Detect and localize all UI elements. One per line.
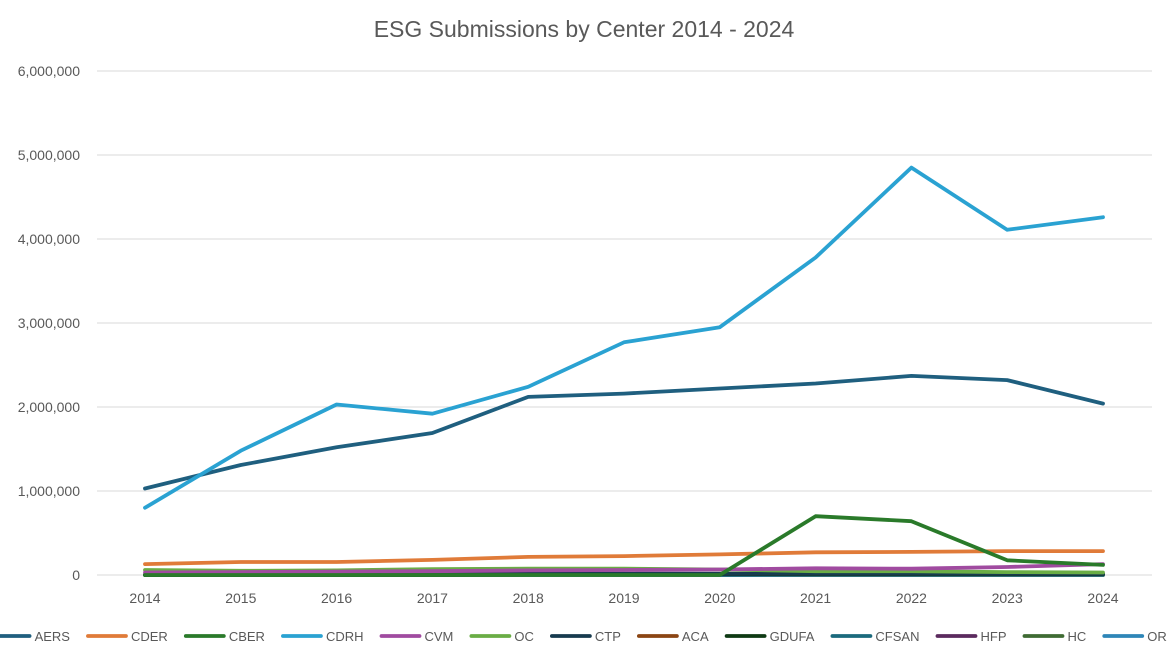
series-line-cder bbox=[145, 551, 1103, 564]
legend-label: CDRH bbox=[326, 629, 364, 644]
y-axis-ticks: 0 1,000,000 2,000,000 3,000,000 4,000,000 5,0… bbox=[18, 63, 81, 583]
x-tick-label: 2015 bbox=[225, 590, 256, 606]
x-tick-label: 2016 bbox=[321, 590, 352, 606]
y-tick-label: 3,000,000 bbox=[18, 315, 80, 331]
legend-label: CBER bbox=[229, 629, 265, 644]
legend-item-hfp: HFP bbox=[937, 629, 1006, 644]
legend-label: ORA bbox=[1147, 629, 1167, 644]
legend-item-cvm: CVM bbox=[382, 629, 454, 644]
legend-item-ctp: CTP bbox=[552, 629, 621, 644]
gridlines bbox=[97, 71, 1152, 575]
x-tick-label: 2018 bbox=[513, 590, 544, 606]
y-tick-label: 2,000,000 bbox=[18, 399, 80, 415]
legend-label: ACA bbox=[682, 629, 709, 644]
x-tick-label: 2017 bbox=[417, 590, 448, 606]
legend-item-cber: CBER bbox=[186, 629, 265, 644]
legend-label: CDER bbox=[131, 629, 168, 644]
legend: AERS CDER CBER CDRH CVM OC CTP ACA GDUFA CFSAN HFP… bbox=[0, 629, 1167, 644]
legend-label: HC bbox=[1067, 629, 1086, 644]
legend-item-gdufa: GDUFA bbox=[727, 629, 815, 644]
y-tick-label: 6,000,000 bbox=[18, 63, 80, 79]
legend-label: HFP bbox=[980, 629, 1006, 644]
x-tick-label: 2020 bbox=[704, 590, 735, 606]
legend-label: CFSAN bbox=[875, 629, 919, 644]
legend-item-aers: AERS bbox=[0, 629, 70, 644]
series-line-aers bbox=[145, 376, 1103, 489]
legend-label: GDUFA bbox=[770, 629, 815, 644]
legend-item-cdrh: CDRH bbox=[283, 629, 364, 644]
legend-label: CTP bbox=[595, 629, 621, 644]
legend-label: CVM bbox=[425, 629, 454, 644]
chart-title: ESG Submissions by Center 2014 - 2024 bbox=[374, 16, 795, 42]
x-axis-ticks: 2014 2015 2016 2017 2018 2019 2020 2021 2022 2023… bbox=[129, 590, 1118, 606]
x-tick-label: 2022 bbox=[896, 590, 927, 606]
legend-item-cder: CDER bbox=[88, 629, 168, 644]
x-tick-label: 2023 bbox=[992, 590, 1023, 606]
legend-item-cfsan: CFSAN bbox=[832, 629, 919, 644]
legend-item-hc: HC bbox=[1024, 629, 1086, 644]
x-tick-label: 2019 bbox=[608, 590, 639, 606]
legend-item-oc: OC bbox=[471, 629, 534, 644]
legend-label: AERS bbox=[35, 629, 71, 644]
legend-item-aca: ACA bbox=[639, 629, 709, 644]
x-tick-label: 2021 bbox=[800, 590, 831, 606]
x-tick-label: 2014 bbox=[129, 590, 160, 606]
legend-label: OC bbox=[514, 629, 534, 644]
y-tick-label: 1,000,000 bbox=[18, 483, 80, 499]
series-lines bbox=[145, 168, 1103, 575]
y-tick-label: 0 bbox=[72, 567, 80, 583]
legend-item-ora: ORA bbox=[1104, 629, 1167, 644]
x-tick-label: 2024 bbox=[1087, 590, 1118, 606]
y-tick-label: 5,000,000 bbox=[18, 147, 80, 163]
y-tick-label: 4,000,000 bbox=[18, 231, 80, 247]
